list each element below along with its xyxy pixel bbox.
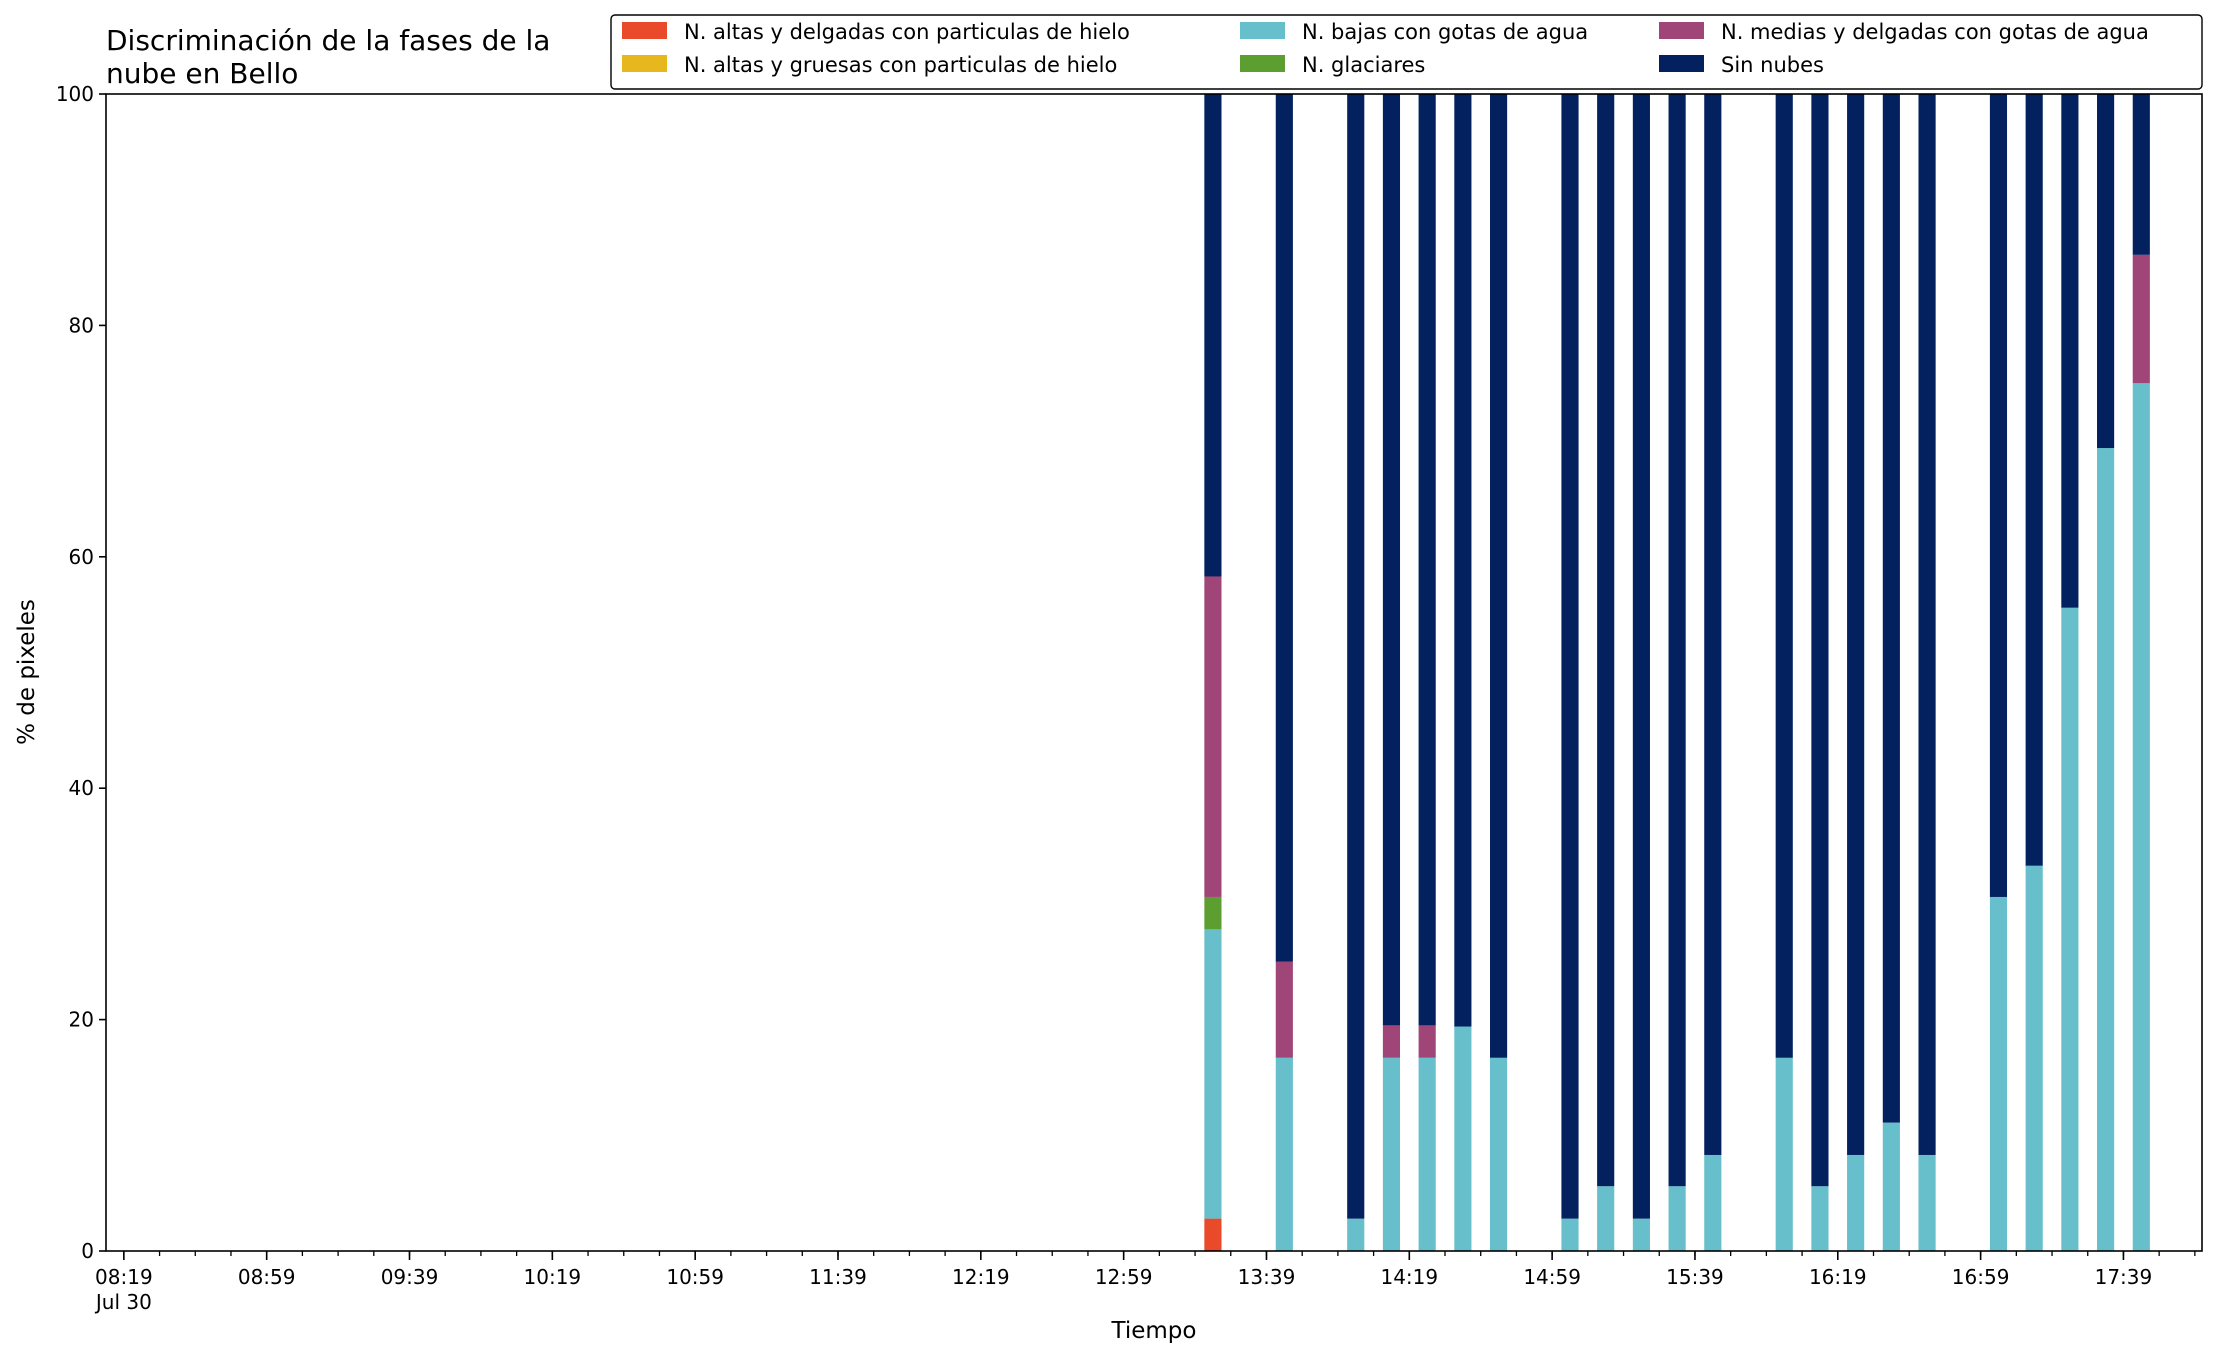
y-axis: 0 20 40 60 80 100	[56, 82, 106, 1263]
chart-title-line-2: nube en Bello	[106, 57, 298, 90]
bar-segment-1714-series-2	[2025, 865, 2043, 1251]
plot-frame	[105, 93, 2203, 1252]
bar-segment-1604-series-5	[1775, 94, 1793, 1058]
y-tick-label-80: 80	[69, 313, 94, 337]
bar-segment-1724-series-5	[2061, 94, 2079, 608]
bar-segment-1444-series-5	[1490, 94, 1508, 1058]
bar-segment-1504-series-2	[1561, 1218, 1579, 1251]
bar-segment-1344-series-4	[1275, 961, 1293, 1058]
bar-segment-1324-series-0	[1204, 1218, 1222, 1251]
bar-segment-1744-series-4	[2132, 254, 2150, 384]
x-tick-label-1259: 12:59	[1095, 1265, 1153, 1289]
x-tick-label-1139: 11:39	[809, 1265, 867, 1289]
x-tick-label-1739: 17:39	[2095, 1265, 2153, 1289]
legend-swatch-1	[622, 55, 667, 72]
x-tick-label-1339: 13:39	[1238, 1265, 1296, 1289]
x-axis-label: Tiempo	[1111, 1318, 1197, 1344]
bar-segment-1434-series-2	[1454, 1026, 1472, 1251]
bar-segment-1424-series-5	[1418, 94, 1436, 1026]
y-axis-label: % de pixeles	[14, 599, 40, 745]
bar-segment-1344-series-2	[1275, 1057, 1293, 1251]
bar-segment-1444-series-2	[1490, 1057, 1508, 1251]
bar-segment-1744-series-2	[2132, 383, 2150, 1251]
bar-segment-1514-series-5	[1597, 94, 1615, 1187]
bar-segment-1704-series-2	[1989, 896, 2008, 1251]
bar-segment-1434-series-5	[1454, 94, 1472, 1027]
bar-segment-1514-series-2	[1597, 1186, 1615, 1251]
bar-segment-1534-series-5	[1668, 94, 1686, 1187]
bar-segment-1324-series-2	[1204, 929, 1222, 1219]
bars	[1204, 94, 2150, 1251]
bar-segment-1324-series-5	[1204, 94, 1222, 577]
bar-segment-1614-series-5	[1811, 94, 1829, 1187]
bar-segment-1544-series-5	[1704, 94, 1722, 1155]
bar-segment-1424-series-2	[1418, 1057, 1436, 1251]
legend-swatch-5	[1659, 55, 1704, 72]
x-tick-label-1019: 10:19	[524, 1265, 582, 1289]
legend-swatch-4	[1659, 22, 1704, 39]
bar-segment-1524-series-5	[1632, 94, 1650, 1219]
y-tick-label-100: 100	[56, 82, 94, 106]
bar-segment-1604-series-2	[1775, 1057, 1793, 1251]
x-tick-label-0939: 09:39	[381, 1265, 439, 1289]
bar-segment-1634-series-5	[1882, 94, 1900, 1123]
y-tick-label-20: 20	[69, 1008, 94, 1032]
legend-label-1: N. altas y gruesas con particulas de hie…	[684, 53, 1117, 77]
legend-label-3: N. glaciares	[1302, 53, 1425, 77]
bar-segment-1624-series-5	[1847, 94, 1865, 1155]
bar-segment-1324-series-3	[1204, 896, 1222, 930]
bar-segment-1524-series-2	[1632, 1218, 1650, 1251]
bar-segment-1614-series-2	[1811, 1186, 1829, 1251]
bar-segment-1724-series-2	[2061, 607, 2079, 1251]
y-tick-label-60: 60	[69, 545, 94, 569]
legend-label-5: Sin nubes	[1721, 53, 1824, 77]
bar-segment-1624-series-2	[1847, 1154, 1865, 1251]
bar-segment-1544-series-2	[1704, 1154, 1722, 1251]
bar-segment-1344-series-5	[1275, 94, 1293, 962]
bar-segment-1644-series-2	[1918, 1154, 1936, 1251]
bar-segment-1644-series-5	[1918, 94, 1936, 1155]
legend-frame	[610, 14, 2203, 90]
x-tick-label-1059: 10:59	[666, 1265, 724, 1289]
chart-title-line-1: Discriminación de la fases de la	[106, 24, 550, 57]
bar-segment-1424-series-4	[1418, 1025, 1436, 1058]
bar-segment-1744-series-5	[2132, 94, 2150, 255]
bar-segment-1504-series-5	[1561, 94, 1579, 1219]
bar-segment-1414-series-5	[1382, 94, 1401, 1026]
x-tick-label-1539: 15:39	[1666, 1265, 1724, 1289]
bar-segment-1404-series-5	[1347, 94, 1365, 1219]
bar-segment-1704-series-5	[1989, 94, 2008, 897]
bar-segment-1714-series-5	[2025, 94, 2043, 866]
x-tick-label-1419: 14:19	[1380, 1265, 1438, 1289]
legend-swatch-3	[1240, 55, 1285, 72]
y-tick-label-0: 0	[81, 1239, 94, 1263]
bar-segment-1734-series-5	[2097, 94, 2115, 449]
bar-segment-1414-series-2	[1382, 1057, 1401, 1251]
bar-segment-1634-series-2	[1882, 1122, 1900, 1251]
x-tick-date-label: Jul 30	[94, 1290, 152, 1314]
legend-label-4: N. medias y delgadas con gotas de agua	[1721, 20, 2149, 44]
legend-label-0: N. altas y delgadas con particulas de hi…	[684, 20, 1130, 44]
x-tick-label-1619: 16:19	[1809, 1265, 1867, 1289]
x-tick-label-1659: 16:59	[1952, 1265, 2010, 1289]
bar-segment-1734-series-2	[2097, 448, 2115, 1251]
bar-segment-1404-series-2	[1347, 1218, 1365, 1251]
legend-label-2: N. bajas con gotas de agua	[1302, 20, 1588, 44]
legend: N. altas y delgadas con particulas de hi…	[610, 14, 2203, 90]
x-tick-label-1459: 14:59	[1523, 1265, 1581, 1289]
bar-segment-1414-series-4	[1382, 1025, 1401, 1058]
chart-title: Discriminación de la fases de la nube en…	[106, 24, 550, 90]
x-tick-label-1219: 12:19	[952, 1265, 1010, 1289]
legend-swatch-2	[1240, 22, 1285, 39]
bar-segment-1324-series-4	[1204, 576, 1222, 897]
x-tick-label-0859: 08:59	[238, 1265, 296, 1289]
legend-swatch-0	[622, 22, 667, 39]
y-tick-label-40: 40	[69, 776, 94, 800]
x-tick-label-0819: 08:19	[95, 1265, 153, 1289]
bar-segment-1534-series-2	[1668, 1186, 1686, 1251]
